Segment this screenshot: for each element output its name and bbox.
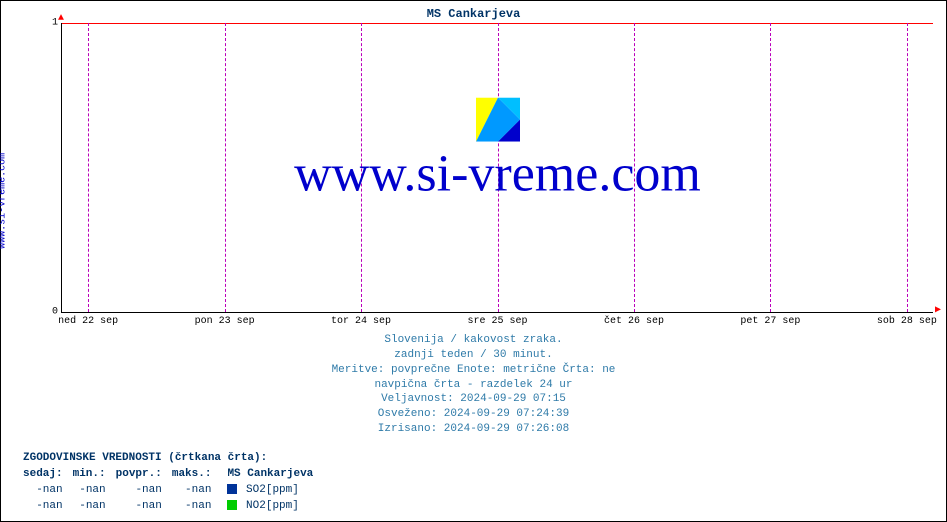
x-tick-label: ned 22 sep — [58, 316, 118, 327]
legend-header: ZGODOVINSKE VREDNOSTI (črtkana črta): — [23, 451, 323, 467]
y-tick-label: 0 — [52, 307, 58, 318]
legend-value: -nan — [116, 499, 172, 515]
watermark-icon — [476, 97, 520, 141]
legend-value: -nan — [172, 499, 222, 515]
caption-line: Meritve: povprečne Enote: metrične Črta:… — [1, 363, 946, 378]
caption-line: Veljavnost: 2024-09-29 07:15 — [1, 392, 946, 407]
legend-value: -nan — [23, 499, 73, 515]
x-tick-label: pet 27 sep — [740, 316, 800, 327]
col-sedaj: sedaj: — [23, 467, 73, 483]
x-tick-label: pon 23 sep — [195, 316, 255, 327]
chart-caption: Slovenija / kakovost zraka.zadnji teden … — [1, 333, 946, 437]
vertical-gridline — [498, 23, 499, 312]
vertical-gridline — [634, 23, 635, 312]
x-axis-arrow-icon: ▶ — [935, 304, 941, 316]
legend-row: -nan-nan-nan-nan SO2[ppm] — [23, 483, 323, 499]
vertical-gridline — [907, 23, 908, 312]
legend-table: sedaj: min.: povpr.: maks.: MS Cankarjev… — [23, 467, 323, 515]
col-series: MS Cankarjeva — [221, 467, 323, 483]
legend-value: -nan — [73, 499, 116, 515]
x-tick-label: sre 25 sep — [467, 316, 527, 327]
col-min: min.: — [73, 467, 116, 483]
x-tick-label: tor 24 sep — [331, 316, 391, 327]
legend-block: ZGODOVINSKE VREDNOSTI (črtkana črta): se… — [23, 451, 323, 515]
col-povpr: povpr.: — [116, 467, 172, 483]
caption-line: Osveženo: 2024-09-29 07:24:39 — [1, 407, 946, 422]
y-axis-source-label: www.si-vreme.com — [0, 153, 9, 249]
chart-title: MS Cankarjeva — [1, 7, 946, 21]
legend-series-label: SO2[ppm] — [221, 483, 323, 499]
vertical-gridline — [770, 23, 771, 312]
legend-row: -nan-nan-nan-nan NO2[ppm] — [23, 499, 323, 515]
plot-canvas: ▲ ▶ 01 ned 22 seppon 23 septor 24 sepsre… — [61, 23, 933, 313]
legend-swatch-icon — [227, 484, 237, 494]
legend-value: -nan — [73, 483, 116, 499]
y-tick-label: 1 — [52, 18, 58, 29]
caption-line: zadnji teden / 30 minut. — [1, 348, 946, 363]
caption-line: Slovenija / kakovost zraka. — [1, 333, 946, 348]
legend-value: -nan — [172, 483, 222, 499]
legend-value: -nan — [23, 483, 73, 499]
col-maks: maks.: — [172, 467, 222, 483]
vertical-gridline — [88, 23, 89, 312]
x-tick-label: čet 26 sep — [604, 316, 664, 327]
caption-line: navpična črta - razdelek 24 ur — [1, 378, 946, 393]
legend-value: -nan — [116, 483, 172, 499]
plot-area: ▲ ▶ 01 ned 22 seppon 23 septor 24 sepsre… — [47, 23, 935, 313]
vertical-gridline — [361, 23, 362, 312]
caption-line: Izrisano: 2024-09-29 07:26:08 — [1, 422, 946, 437]
legend-series-label: NO2[ppm] — [221, 499, 323, 515]
legend-swatch-icon — [227, 500, 237, 510]
vertical-gridline — [225, 23, 226, 312]
x-tick-label: sob 28 sep — [877, 316, 937, 327]
